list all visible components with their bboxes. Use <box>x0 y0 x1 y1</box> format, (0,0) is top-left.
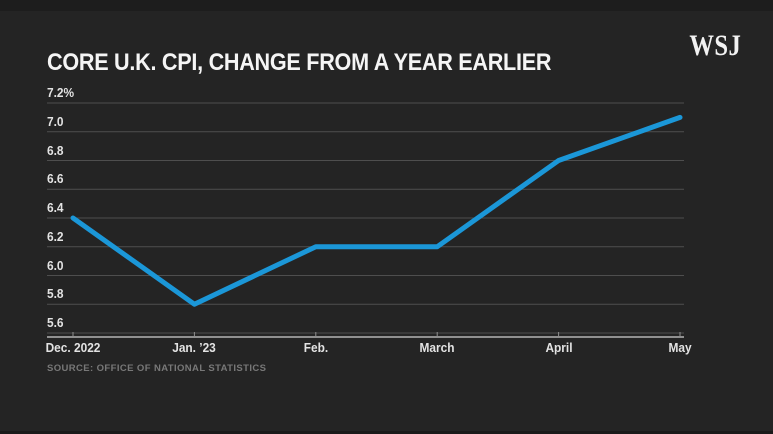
y-axis-label: 7.0 <box>47 114 64 129</box>
x-axis-label: Jan. ’23 <box>172 341 217 355</box>
y-axis-label: 6.4 <box>47 201 64 215</box>
y-axis-label: 6.8 <box>47 143 64 158</box>
chart-title: CORE U.K. CPI, CHANGE FROM A YEAR EARLIE… <box>47 49 552 76</box>
x-axis-label: March <box>419 341 455 355</box>
wsj-logo: WSJ <box>689 29 741 62</box>
y-axis-label: 5.6 <box>47 316 64 330</box>
x-axis-label: Dec. 2022 <box>45 341 101 355</box>
y-axis-label: 6.0 <box>47 258 64 273</box>
letterbox-top <box>0 0 773 11</box>
x-axis-label: May <box>668 341 692 355</box>
cpi-data-line <box>70 114 683 307</box>
x-axis-label: Feb. <box>303 341 329 355</box>
y-axis-label: 5.8 <box>47 287 64 302</box>
y-axis-label: 7.2% <box>47 86 75 100</box>
letterbox-bottom <box>0 431 773 434</box>
x-axis-label: April <box>545 341 573 355</box>
source-text: SOURCE: OFFICE OF NATIONAL STATISTICS <box>47 363 267 374</box>
y-axis-label: 6.2 <box>47 229 64 244</box>
y-axis-label: 6.6 <box>47 172 64 187</box>
